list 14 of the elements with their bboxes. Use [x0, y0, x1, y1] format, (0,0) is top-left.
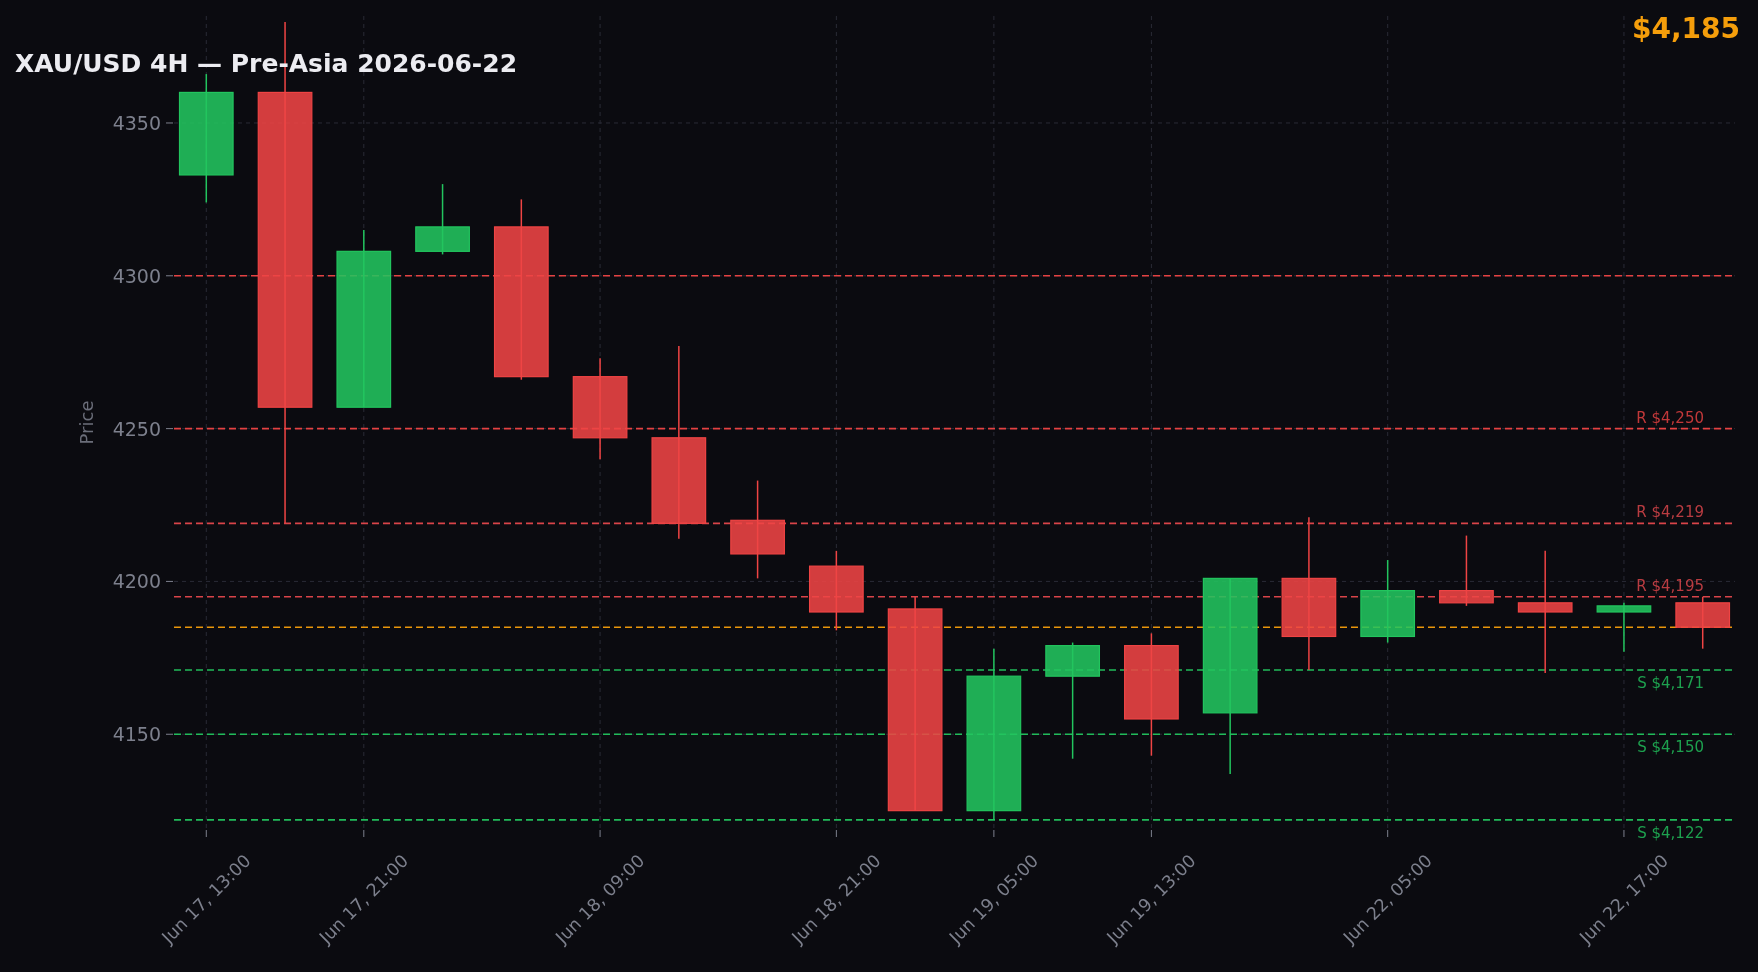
y-axis-title: Price [75, 400, 97, 445]
ref-line-label: R $4,195 [1636, 576, 1704, 595]
ref-line-label: R $4,219 [1636, 503, 1704, 522]
ref-line-label: S $4,150 [1637, 738, 1704, 757]
y-tick-label: 4150 [112, 723, 161, 746]
ref-line-label: R $4,250 [1636, 408, 1704, 427]
y-tick-label: 4250 [112, 417, 161, 440]
y-tick-label: 4300 [112, 264, 161, 287]
ref-line-label: S $4,171 [1637, 674, 1704, 693]
ref-line-label: $4,185 [1631, 12, 1740, 45]
y-tick-label: 4200 [112, 570, 161, 593]
candlestick [1596, 602, 1652, 653]
ref-line-label: S $4,122 [1637, 823, 1704, 842]
y-tick-label: 4350 [112, 111, 161, 134]
